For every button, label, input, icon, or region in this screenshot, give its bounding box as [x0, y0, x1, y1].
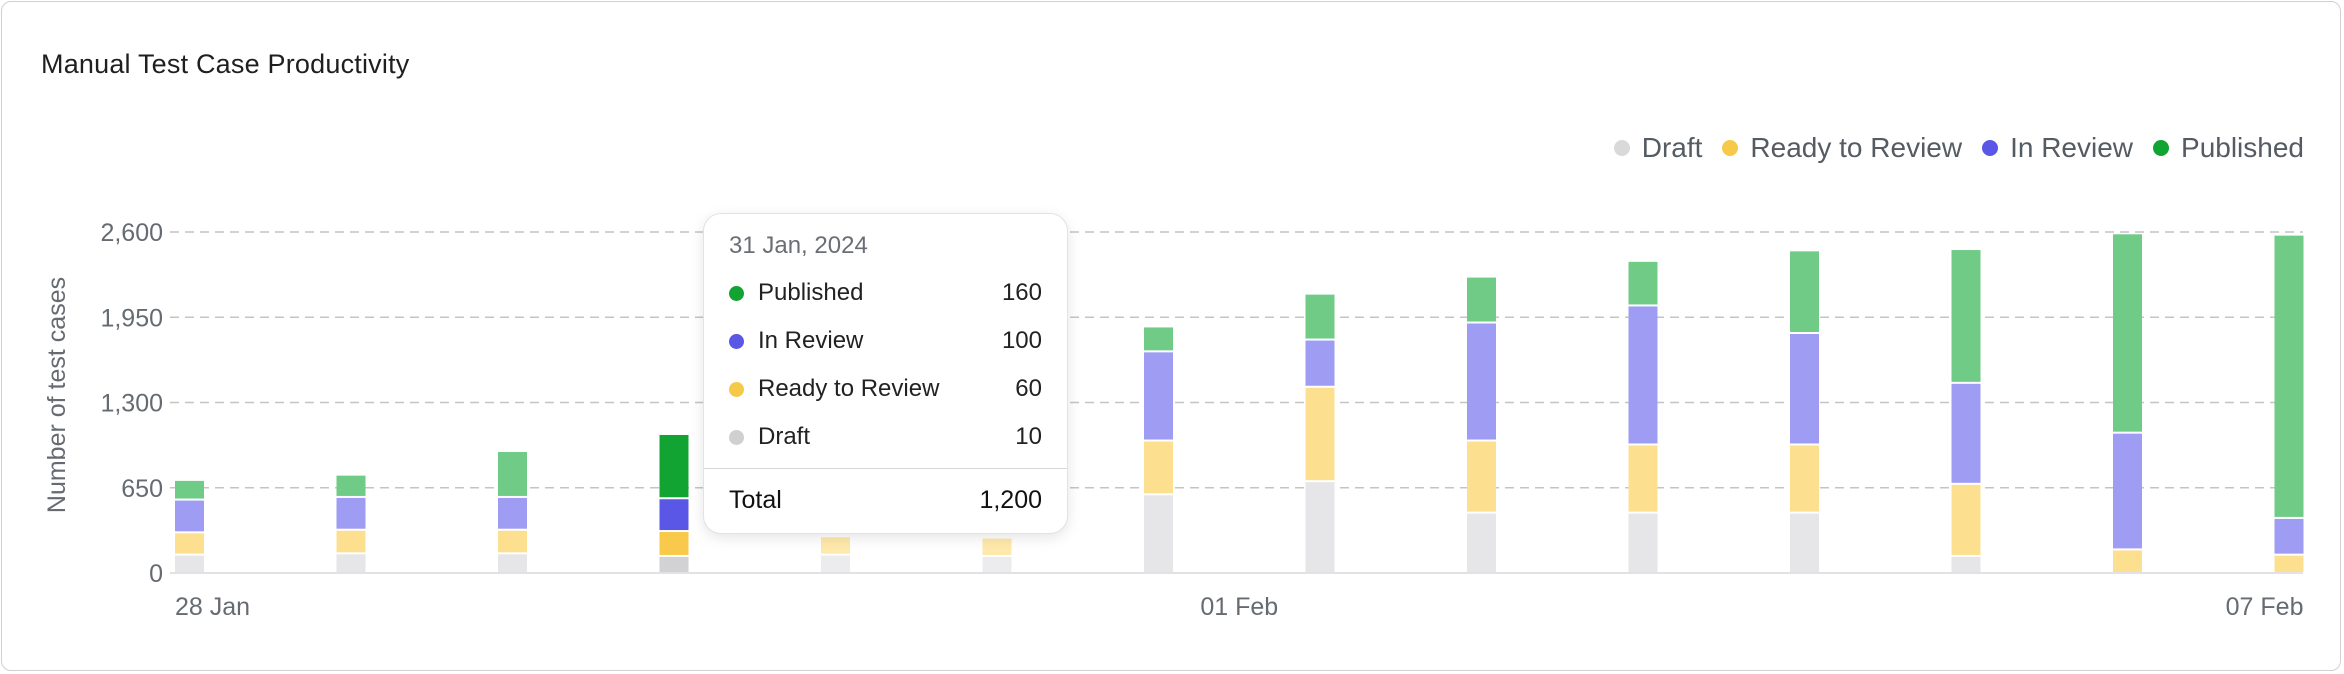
tooltip-row-in-review: In Review 100 [729, 326, 1042, 356]
bar-segment-ready-to-review [659, 532, 689, 555]
bar-segment-ready-to-review [1951, 484, 1981, 555]
tooltip-value-ready-to-review: 60 [1015, 375, 1042, 402]
bar-segment-in-review [1951, 383, 1981, 483]
bar-segment-ready-to-review [1628, 445, 1658, 512]
tooltip-date: 31 Jan, 2024 [729, 232, 868, 259]
bar-segment-ready-to-review [1305, 387, 1335, 481]
tooltip-row-ready-to-review: Ready to Review 60 [729, 374, 1042, 404]
tooltip-total-value: 1,200 [979, 486, 1042, 514]
bar-segment-ready-to-review [982, 538, 1012, 555]
y-tick-label: 1,300 [100, 390, 163, 418]
tooltip-dot-ready-to-review [729, 381, 744, 397]
bar-segment-in-review [1467, 323, 1496, 440]
chart-legend: Draft Ready to Review In Review Publishe… [1613, 132, 2304, 164]
x-tick-label: 28 Jan [175, 593, 250, 621]
bar-segment-ready-to-review [1467, 441, 1496, 512]
bar-segment-published [1790, 251, 1819, 332]
tooltip-label-published: Published [758, 279, 864, 306]
tooltip-value-draft: 10 [1015, 423, 1042, 450]
y-tick-label: 1,950 [100, 304, 163, 332]
bar-segment-published [498, 452, 527, 496]
legend-label-in-review: In Review [2010, 132, 2134, 163]
bar-segment-in-review [2113, 433, 2142, 549]
bar-segment-draft [1628, 513, 1658, 572]
y-tick-label: 650 [121, 475, 163, 503]
bar-segment-published [175, 480, 204, 499]
x-tick-label: 01 Feb [1200, 593, 1278, 621]
bar-segment-in-review [336, 497, 366, 529]
tooltip-row-published: Published 160 [729, 278, 1042, 308]
tooltip-total-row: Total 1,200 [729, 486, 1042, 515]
bar-segment-published [1951, 250, 1981, 382]
legend-dot-in-review [1982, 140, 1999, 156]
bar-segment-draft [1467, 513, 1496, 572]
bar-segment-ready-to-review [2274, 555, 2304, 572]
tooltip-label-draft: Draft [758, 423, 811, 450]
bar-segment-published [1628, 261, 1658, 305]
legend-item-published[interactable]: Published [2153, 132, 2304, 164]
bar-segment-published [1144, 327, 1173, 351]
bar-segment-draft [1144, 495, 1173, 572]
bar-segment-in-review [659, 499, 689, 531]
bar-segment-draft [1790, 513, 1819, 572]
chart-title: Manual Test Case Productivity [41, 49, 410, 79]
legend-item-draft[interactable]: Draft [1613, 132, 1703, 164]
tooltip-value-published: 160 [1001, 279, 1042, 306]
bar-segment-ready-to-review [498, 530, 527, 553]
legend-label-ready-to-review: Ready to Review [1750, 132, 1963, 163]
y-tick-label: 2,600 [100, 219, 163, 247]
tooltip-row-draft: Draft 10 [729, 422, 1042, 452]
legend-item-in-review[interactable]: In Review [1982, 132, 2133, 164]
legend-item-ready-to-review[interactable]: Ready to Review [1722, 132, 1962, 164]
bar-segment-ready-to-review [1144, 441, 1173, 494]
bar-segment-published [2113, 234, 2142, 432]
bar-segment-ready-to-review [336, 530, 366, 553]
bar-segment-draft [498, 554, 527, 572]
bar-segment-draft [1951, 556, 1981, 572]
legend-label-draft: Draft [1641, 132, 1703, 163]
legend-dot-published [2153, 140, 2170, 156]
bar-segment-published [1467, 277, 1496, 322]
legend-label-published: Published [2181, 132, 2304, 163]
bar-segment-draft [659, 556, 689, 572]
bar-segment-in-review [1305, 340, 1335, 386]
bar-segment-in-review [1790, 333, 1819, 444]
bar-segment-draft [982, 556, 1012, 572]
bar-segment-in-review [175, 500, 204, 532]
bar-segment-ready-to-review [2113, 550, 2142, 572]
y-axis-label: Number of test cases [43, 277, 71, 513]
bar-segment-in-review [1628, 306, 1658, 444]
tooltip-dot-in-review [729, 333, 744, 349]
x-tick-label: 07 Feb [2226, 593, 2304, 621]
bar-segment-draft [175, 555, 204, 572]
tooltip-total-label: Total [729, 486, 782, 514]
bar-segment-in-review [2274, 518, 2304, 554]
bar-segment-draft [336, 554, 366, 572]
y-tick-label: 0 [149, 560, 163, 588]
bar-segment-ready-to-review [821, 537, 850, 554]
legend-dot-ready-to-review [1722, 140, 1739, 156]
tooltip-dot-draft [729, 429, 744, 445]
bar-segment-published [336, 475, 366, 496]
legend-dot-draft [1613, 140, 1630, 156]
tooltip-value-in-review: 100 [1001, 327, 1042, 354]
chart-tooltip: 31 Jan, 2024 Published 160 In Review 100… [703, 213, 1068, 534]
bar-segment-in-review [498, 497, 527, 529]
bar-segment-published [2274, 235, 2304, 517]
bar-segment-ready-to-review [175, 533, 204, 554]
tooltip-label-ready-to-review: Ready to Review [758, 375, 940, 402]
bar-segment-in-review [1144, 352, 1173, 440]
bar-segment-draft [1305, 482, 1335, 572]
tooltip-dot-published [729, 285, 744, 301]
tooltip-label-in-review: In Review [758, 327, 864, 354]
bar-segment-published [659, 434, 689, 498]
bar-segment-ready-to-review [1790, 445, 1819, 512]
tooltip-divider [704, 468, 1067, 469]
bar-segment-draft [821, 555, 850, 572]
bar-segment-published [1305, 294, 1335, 339]
